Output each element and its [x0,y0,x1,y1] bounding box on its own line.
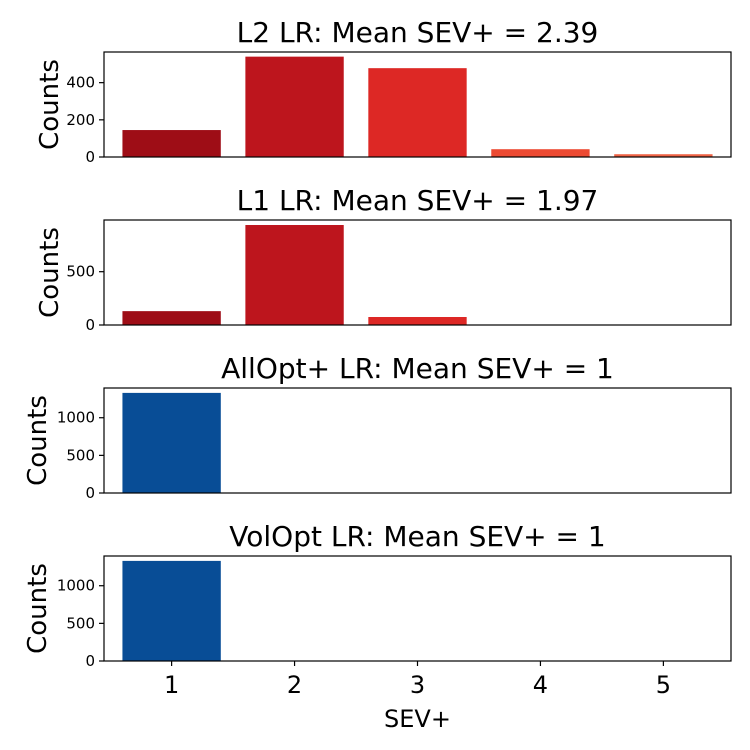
y-tick-label: 1000 [57,409,95,427]
y-tick-label: 400 [66,74,95,92]
panel-title: VolOpt LR: Mean SEV+ = 1 [229,520,605,553]
x-tick-label: 3 [410,671,425,699]
y-axis-label: Counts [35,227,65,318]
x-tick-label: 2 [287,671,302,699]
bar-sev-3 [368,317,467,325]
y-axis-label: Counts [23,395,53,486]
y-axis-label: Counts [23,563,53,654]
panel-title: L2 LR: Mean SEV+ = 2.39 [237,16,599,49]
x-tick-label: 4 [533,671,548,699]
bar-sev-5 [614,154,713,157]
y-tick-label: 500 [66,446,95,464]
bar-sev-4 [491,149,590,157]
y-tick-label: 1000 [57,577,95,595]
chart-panel-4: VolOpt LR: Mean SEV+ = 1 Counts 0 500 1000 1 2… [23,520,732,733]
axes-frame [103,387,732,494]
x-tick-label: 5 [656,671,671,699]
y-tick-label: 0 [85,316,95,334]
bar-sev-1 [122,130,221,157]
y-axis-label: Counts [35,59,65,150]
panel-title: AllOpt+ LR: Mean SEV+ = 1 [221,352,614,385]
bar-sev-1 [122,392,221,493]
y-tick-label: 500 [66,614,95,632]
bar-sev-3 [368,68,467,157]
y-tick-label: 0 [85,148,95,166]
x-tick-label: 1 [164,671,179,699]
axes-frame [103,219,732,326]
x-axis-label: SEV+ [384,705,451,733]
y-tick-label: 0 [85,652,95,670]
axes-frame [103,51,732,158]
bar-sev-2 [245,225,344,325]
chart-panel-3: AllOpt+ LR: Mean SEV+ = 1 Counts 0 500 1000 [23,352,732,502]
y-tick-label: 500 [66,263,95,281]
bar-sev-1 [122,311,221,325]
y-tick-label: 0 [85,484,95,502]
bar-sev-2 [245,56,344,157]
chart-panel-1: L2 LR: Mean SEV+ = 2.39 Counts 0 200 400 [35,16,732,166]
chart-panel-2: L1 LR: Mean SEV+ = 1.97 Counts 0 500 [35,184,732,334]
panel-title: L1 LR: Mean SEV+ = 1.97 [237,184,599,217]
bar-sev-1 [122,560,221,661]
y-tick-label: 200 [66,111,95,129]
